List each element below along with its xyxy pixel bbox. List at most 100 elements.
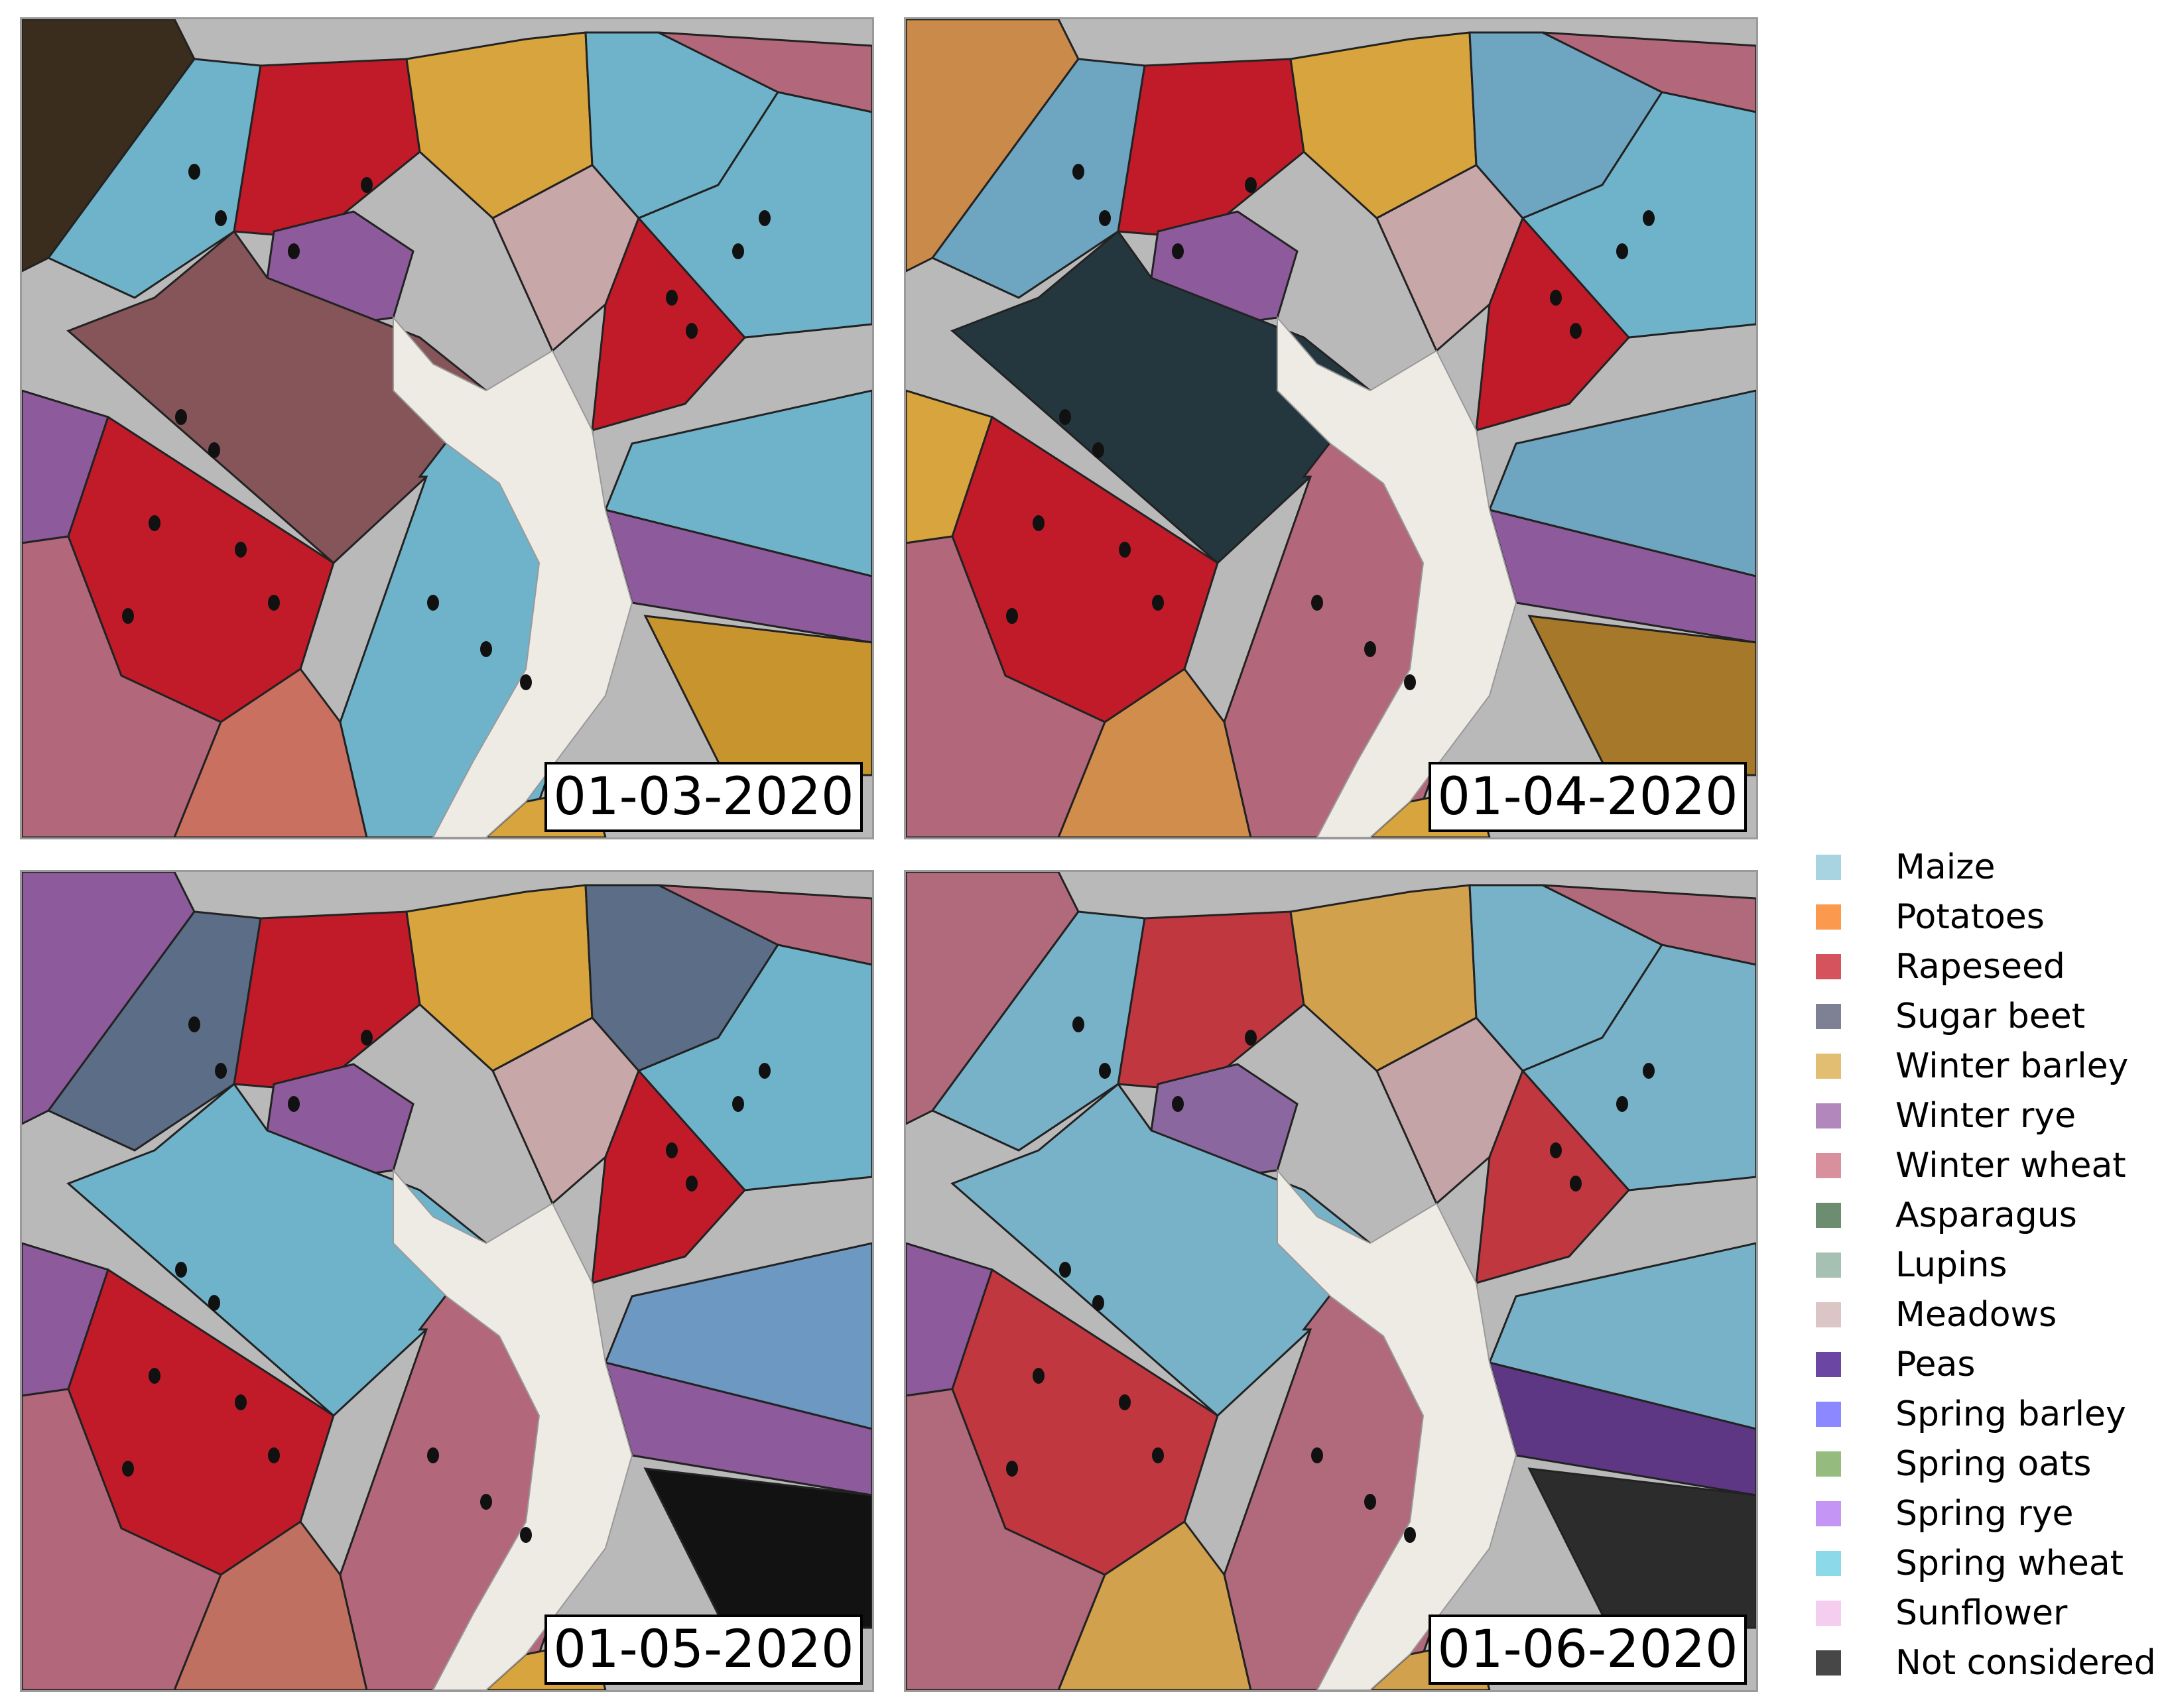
field-polygon [1475,216,1631,432]
pond-mark [480,641,492,657]
pond-mark [208,1295,220,1311]
legend-label: Maize [1895,847,1996,887]
field-polygon [1475,1069,1631,1285]
pond-mark [666,1142,678,1158]
pond-mark [1364,1494,1376,1510]
pond-mark [268,595,280,611]
legend-swatch [1816,1153,1841,1178]
pond-mark [1550,290,1562,306]
pond-mark [686,1176,698,1191]
pond-mark [235,542,247,558]
field-polygon [233,58,421,239]
legend-swatch [1816,1054,1841,1079]
pond-mark [1033,515,1045,531]
pond-mark [149,1368,160,1384]
legend-label: Sunflower [1895,1593,2068,1633]
date-label: 01-05-2020 [544,1615,863,1685]
pond-mark [759,1063,771,1079]
legend-item: Winter rye [1816,1095,2161,1136]
legend-label: Spring wheat [1895,1544,2124,1583]
pond-mark [759,210,771,226]
legend-item: Not considered [1816,1642,2161,1683]
date-label: 01-06-2020 [1429,1615,1747,1685]
village-area [393,1168,633,1690]
legend-swatch [1816,954,1841,979]
field-polygon [604,389,872,578]
pond-mark [1570,323,1582,339]
pond-mark [480,1494,492,1510]
field-polygon [1488,1242,1756,1430]
pond-mark [1172,1096,1184,1112]
pond-mark [1059,409,1071,425]
map-panel-2: 01-04-2020 [904,17,1758,839]
pond-mark [1550,1142,1562,1158]
pond-mark [520,674,532,690]
legend-label: Spring rye [1895,1494,2074,1534]
legend-label: Rapeseed [1895,947,2065,987]
pond-mark [520,1527,532,1543]
pond-mark [1616,243,1628,259]
pond-mark [1006,1461,1018,1477]
legend-label: Asparagus [1895,1195,2077,1235]
pond-mark [1152,595,1164,611]
pond-mark [427,595,439,611]
village-area [1277,316,1517,837]
field-polygon [233,910,421,1092]
pond-mark [666,290,678,306]
pond-mark [1152,1447,1164,1463]
village-area [393,316,633,837]
pond-mark [1119,542,1131,558]
field-polygon [658,31,872,113]
pond-mark [188,1016,200,1032]
field-polygon [66,1082,488,1418]
legend-swatch [1816,1551,1841,1576]
legend-swatch [1816,904,1841,930]
legend-label: Spring oats [1895,1444,2092,1484]
pond-mark [1404,1527,1416,1543]
field-polygon [1117,58,1305,239]
pond-mark [1099,210,1111,226]
legend-item: Spring oats [1816,1443,2161,1484]
field-polygon [643,615,872,776]
pond-mark [188,164,200,180]
pond-mark [1643,210,1655,226]
field-map [906,19,1756,837]
pond-mark [122,1461,134,1477]
legend-swatch [1816,1650,1841,1676]
field-polygon [591,216,747,432]
field-map [906,872,1756,1690]
field-polygon [591,1069,747,1285]
field-polygon [1542,884,1756,966]
field-polygon [604,1242,872,1430]
field-polygon [658,884,872,966]
pond-mark [1072,164,1084,180]
legend-swatch [1816,1103,1841,1128]
pond-mark [268,1447,280,1463]
legend-item: Sugar beet [1816,996,2161,1036]
legend-swatch [1816,1004,1841,1029]
pond-mark [149,515,160,531]
legend-label: Winter wheat [1895,1146,2126,1186]
field-polygon [950,229,1372,565]
legend-label: Meadows [1895,1295,2057,1335]
pond-mark [1245,177,1257,193]
pond-mark [208,442,220,458]
pond-mark [1119,1394,1131,1410]
legend-label: Potatoes [1895,897,2045,937]
pond-mark [1092,442,1104,458]
field-polygon [1527,1467,1756,1629]
legend-item: Spring barley [1816,1394,2161,1434]
pond-mark [215,210,227,226]
pond-mark [732,243,744,259]
pond-mark [1059,1262,1071,1278]
legend-item: Peas [1816,1344,2161,1384]
legend-swatch [1816,1302,1841,1327]
legend-swatch [1816,1402,1841,1427]
pond-mark [361,177,373,193]
map-panel-3: 01-05-2020 [20,870,874,1692]
legend-item: Spring wheat [1816,1543,2161,1583]
legend-item: Spring rye [1816,1493,2161,1534]
legend-item: Sunflower [1816,1593,2161,1633]
date-label: 01-04-2020 [1429,762,1747,832]
date-label: 01-03-2020 [544,762,863,832]
